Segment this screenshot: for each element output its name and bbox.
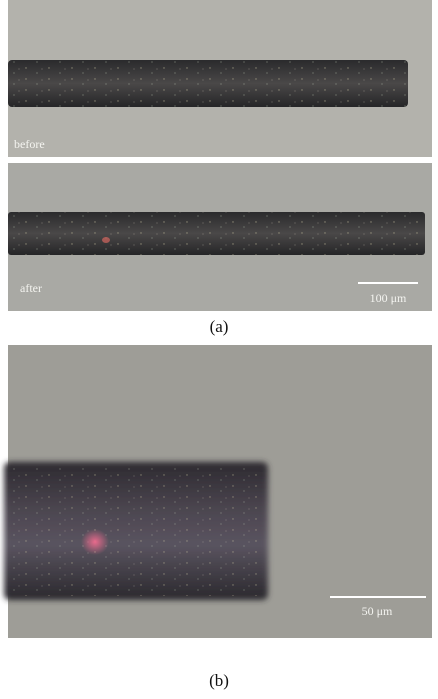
panel-label: (a) <box>210 317 229 336</box>
fiber-texture <box>8 466 264 596</box>
caption: after <box>20 281 42 295</box>
fiber-texture <box>8 212 425 255</box>
panel-label: (b) <box>209 671 229 690</box>
scale-label: 100 μm <box>370 291 407 305</box>
scale-label: 50 μm <box>362 604 393 618</box>
caption: before <box>14 137 45 151</box>
spot <box>102 237 110 243</box>
page: {"figure": { "panels": [ {"label": "(a)"… <box>0 0 438 699</box>
fiber-texture <box>8 60 408 107</box>
spot <box>81 529 109 555</box>
figure: before after 100 μm (a) 50 μm (b) <box>0 0 438 699</box>
